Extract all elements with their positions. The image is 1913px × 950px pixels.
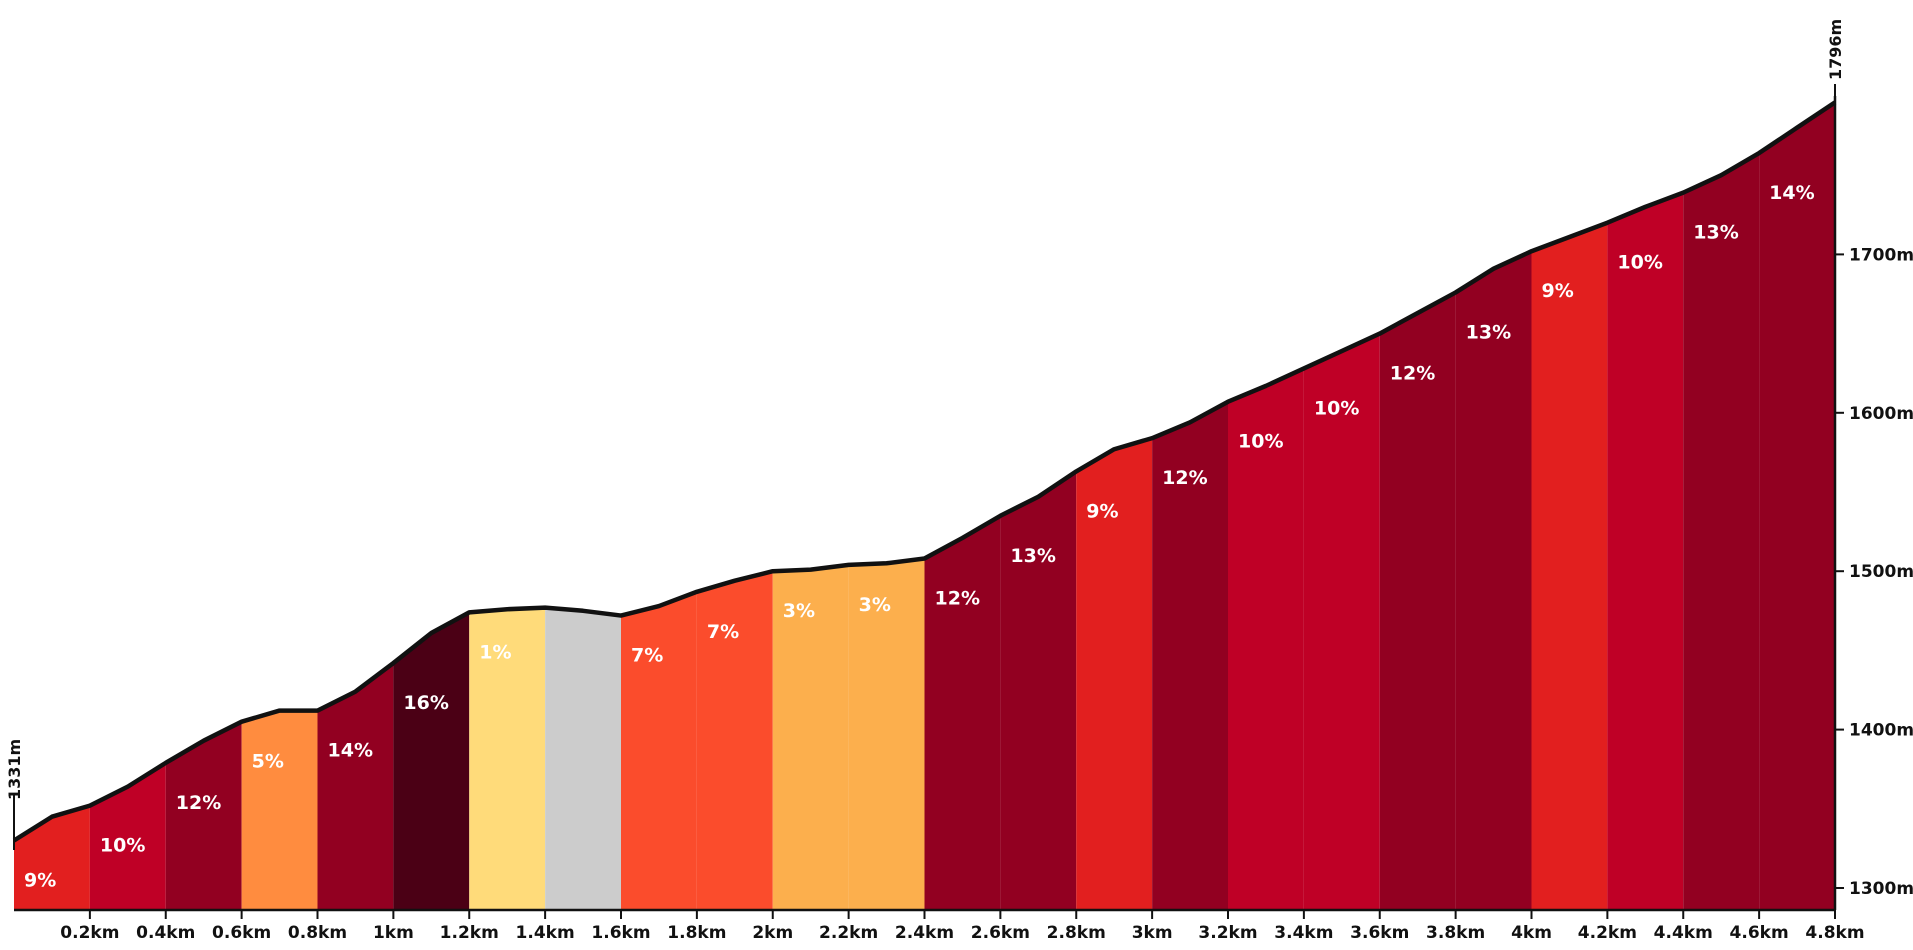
grade-label: 13%	[1010, 545, 1055, 567]
x-tick-label: 4.2km	[1578, 923, 1637, 943]
x-tick-label: 4.4km	[1654, 923, 1713, 943]
grade-label: 9%	[1086, 500, 1118, 522]
grade-labels: 9% 10% 12% 5% 14% 16% 1% 7% 7% 3% 3% 12% 13% 9% 12% 10%…	[24, 182, 1815, 892]
x-tick-label: 3.2km	[1198, 923, 1257, 943]
grade-label: 10%	[1314, 397, 1359, 419]
x-tick-label: 3.8km	[1426, 923, 1485, 943]
grade-label: 5%	[252, 751, 284, 773]
x-tick-label: 4.6km	[1730, 923, 1789, 943]
grade-segment	[621, 591, 697, 910]
grade-segment	[1683, 153, 1760, 910]
grade-segment	[317, 663, 394, 910]
grade-label: 9%	[1542, 280, 1574, 302]
grade-segment	[1000, 471, 1077, 910]
grade-segment	[14, 805, 90, 910]
grade-segment	[165, 721, 242, 910]
grade-segment	[393, 612, 470, 910]
x-tick-label: 0.8km	[288, 923, 347, 943]
grade-label: 16%	[403, 692, 448, 714]
x-tick-label: 1.2km	[440, 923, 499, 943]
x-tick-label: 1.8km	[667, 923, 726, 943]
grade-segment	[848, 558, 925, 910]
grade-segment	[1607, 192, 1684, 910]
grade-label: 7%	[707, 621, 739, 643]
x-tick-label: 2.8km	[1047, 923, 1106, 943]
start-elevation-label: 1331m	[5, 739, 24, 800]
grade-label: 3%	[859, 594, 891, 616]
y-tick-label: 1600m	[1849, 404, 1913, 424]
start-elevation-marker: 1331m	[5, 739, 24, 850]
grade-segment	[545, 607, 621, 910]
grade-segment	[469, 607, 546, 910]
grade-segment	[241, 710, 318, 910]
grade-segment	[1455, 251, 1532, 911]
y-tick-label: 1400m	[1849, 721, 1913, 741]
end-elevation-label: 1796m	[1826, 19, 1845, 80]
x-tick-label: 1.6km	[591, 923, 650, 943]
x-tick-label: 3km	[1132, 923, 1173, 943]
grade-label: 13%	[1466, 321, 1511, 343]
end-elevation-marker: 1796m	[1826, 19, 1845, 96]
grade-segment	[1759, 102, 1835, 911]
y-tick-label: 1300m	[1849, 879, 1913, 899]
grade-segment	[1379, 292, 1456, 910]
grade-label: 10%	[1238, 431, 1283, 453]
x-tick-label: 4km	[1511, 923, 1552, 943]
grade-segment	[1303, 333, 1380, 911]
x-axis: 0.2km 0.4km 0.6km 0.8km 1km 1.2km 1.4km 1.6km 1.…	[14, 908, 1865, 943]
x-tick-label: 3.6km	[1350, 923, 1409, 943]
grade-label: 12%	[935, 588, 980, 610]
x-tick-label: 4.8km	[1805, 923, 1864, 943]
y-tick-label: 1500m	[1849, 562, 1913, 582]
grade-segment	[1228, 368, 1304, 910]
grade-label: 12%	[1390, 363, 1435, 385]
grade-segments	[14, 102, 1835, 911]
x-tick-label: 0.4km	[136, 923, 195, 943]
x-tick-label: 2.6km	[971, 923, 1030, 943]
grade-segment	[924, 515, 1001, 910]
grade-segment	[1152, 401, 1228, 910]
elevation-profile-line	[12, 100, 1837, 843]
y-tick-label: 1700m	[1849, 245, 1913, 265]
x-tick-label: 2.4km	[895, 923, 954, 943]
x-tick-label: 3.4km	[1274, 923, 1333, 943]
grade-label: 13%	[1693, 222, 1738, 244]
grade-segment	[89, 762, 166, 910]
grade-label: 3%	[783, 600, 815, 622]
grade-label: 14%	[1769, 182, 1814, 204]
x-tick-label: 2km	[752, 923, 793, 943]
x-tick-label: 1km	[373, 923, 414, 943]
grade-label: 1%	[479, 641, 511, 663]
grade-label: 12%	[1162, 467, 1207, 489]
grade-segment	[1531, 222, 1608, 911]
x-tick-label: 0.6km	[212, 923, 271, 943]
grade-label: 12%	[176, 792, 221, 814]
x-tick-label: 1.4km	[516, 923, 575, 943]
grade-label: 10%	[100, 835, 145, 857]
y-axis: 1300m 1400m 1500m 1600m 1700m	[1833, 96, 1913, 910]
x-tick-label: 0.2km	[60, 923, 119, 943]
grade-segment	[696, 571, 773, 910]
grade-label: 9%	[24, 870, 56, 892]
grade-label: 10%	[1617, 252, 1662, 274]
x-tick-label: 2.2km	[819, 923, 878, 943]
grade-label: 14%	[328, 740, 373, 762]
grade-segment	[772, 564, 849, 910]
grade-label: 7%	[631, 645, 663, 667]
grade-segment	[1076, 438, 1153, 910]
